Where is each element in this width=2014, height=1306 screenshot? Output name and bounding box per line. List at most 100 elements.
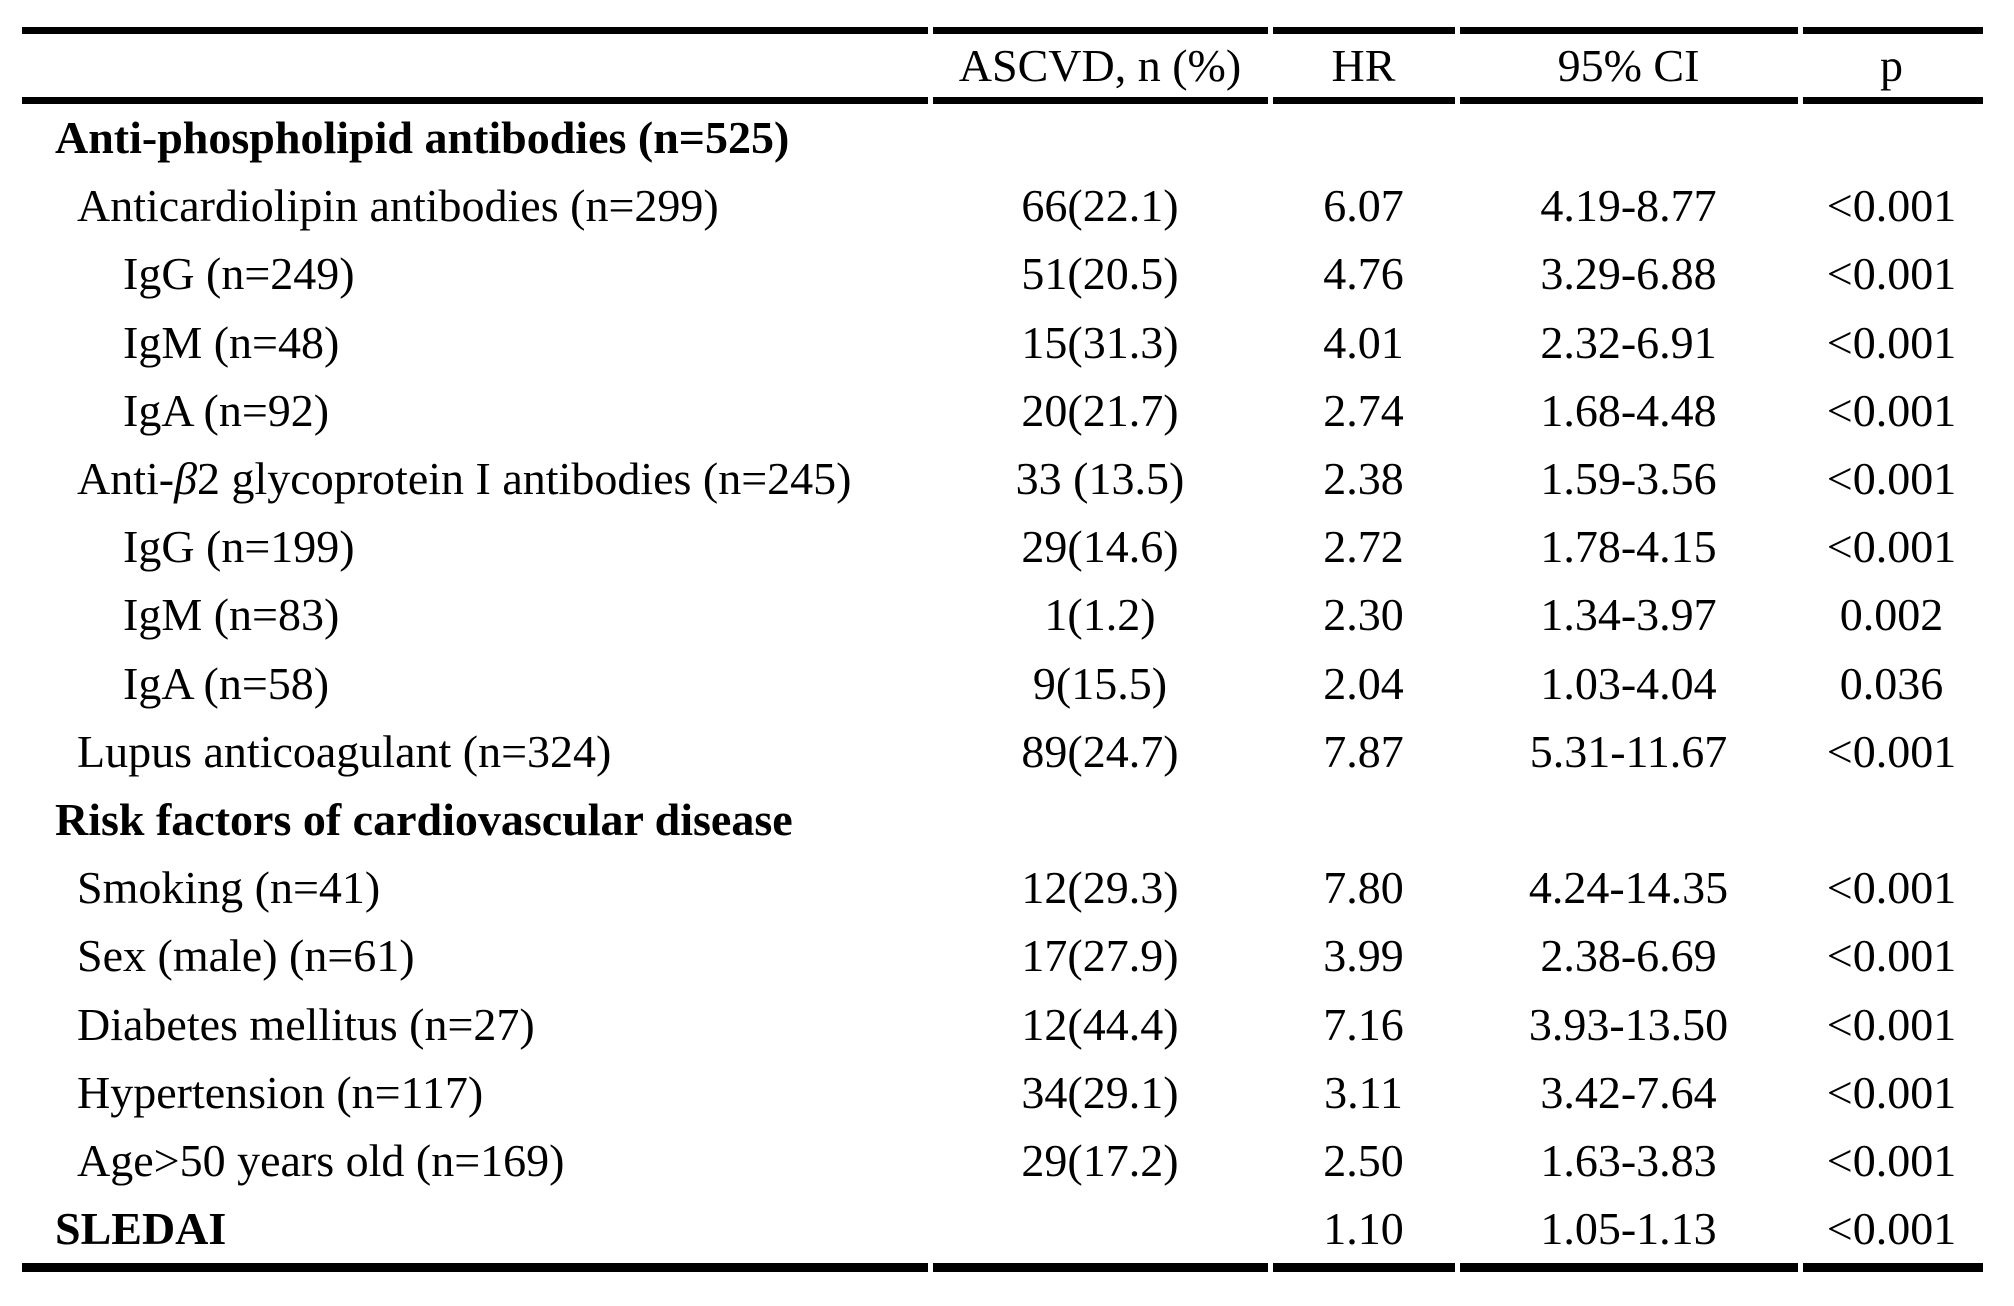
- ci-cell: 3.29-6.88: [1540, 248, 1717, 300]
- ci-cell: 2.32-6.91: [1540, 316, 1717, 368]
- table-rule-header-bottom: [22, 97, 1983, 104]
- ascvd-cell: 51(20.5): [1021, 248, 1179, 300]
- row-label-cell: Anti-phospholipid antibodies (n=525): [55, 112, 790, 164]
- ascvd-cell: 12(29.3): [1021, 862, 1179, 914]
- row-label-cell: IgG (n=249): [123, 248, 355, 300]
- hr-cell: 2.50: [1323, 1134, 1404, 1186]
- ci-cell: 4.24-14.35: [1528, 862, 1729, 914]
- row-label-cell: Lupus anticoagulant (n=324): [77, 725, 612, 777]
- p-value-cell: <0.001: [1826, 1066, 1957, 1118]
- beta-glyph: β: [174, 453, 198, 505]
- ci-cell: 4.19-8.77: [1540, 180, 1717, 232]
- table-row: IgA (n=92) 20(21.7) 2.74 1.68-4.48 <0.001: [22, 377, 1983, 445]
- table-row: IgM (n=83) 1(1.2) 2.30 1.34-3.97 0.002: [22, 581, 1983, 649]
- ci-cell: 1.63-3.83: [1540, 1134, 1717, 1186]
- table-row: Diabetes mellitus (n=27) 12(44.4) 7.16 3.93…: [22, 990, 1983, 1058]
- hr-cell: 4.76: [1323, 248, 1404, 300]
- table-row: Anti-β2 glycoprotein I antibodies (n=245…: [22, 445, 1983, 513]
- hr-cell: 6.07: [1323, 180, 1404, 232]
- row-label-cell: Risk factors of cardiovascular disease: [55, 793, 793, 845]
- p-value-cell: <0.001: [1826, 453, 1957, 505]
- ci-cell: 3.42-7.64: [1540, 1066, 1717, 1118]
- ci-cell: 1.03-4.04: [1540, 657, 1717, 709]
- ascvd-cell: 9(15.5): [1032, 657, 1168, 709]
- ci-cell: 1.78-4.15: [1540, 521, 1717, 573]
- row-label-cell: IgG (n=199): [123, 521, 355, 573]
- table-rule-top: [22, 27, 1983, 34]
- hr-cell: 2.72: [1323, 521, 1404, 573]
- table-row: SLEDAI 1.10 1.05-1.13 <0.001: [22, 1195, 1983, 1263]
- row-label-cell: IgA (n=92): [123, 384, 330, 436]
- ci-cell: 2.38-6.69: [1540, 930, 1717, 982]
- hr-cell: 7.87: [1323, 725, 1404, 777]
- table-row: Sex (male) (n=61) 17(27.9) 3.99 2.38-6.69 <0…: [22, 922, 1983, 990]
- ci-cell: 5.31-11.67: [1529, 725, 1728, 777]
- ascvd-cell: 89(24.7): [1021, 725, 1179, 777]
- ascvd-cell: 29(14.6): [1021, 521, 1179, 573]
- table-row: Anticardiolipin antibodies (n=299) 66(22.…: [22, 172, 1983, 240]
- p-value-cell: <0.001: [1826, 862, 1957, 914]
- ci-cell: 1.59-3.56: [1540, 453, 1717, 505]
- p-value-cell: <0.001: [1826, 316, 1957, 368]
- hr-cell: 4.01: [1323, 316, 1404, 368]
- table-row: Smoking (n=41) 12(29.3) 7.80 4.24-14.35 <0.0…: [22, 854, 1983, 922]
- hr-cell: 2.74: [1323, 384, 1404, 436]
- hr-cell: 2.30: [1323, 589, 1404, 641]
- p-value-cell: <0.001: [1826, 998, 1957, 1050]
- row-label-cell: Hypertension (n=117): [77, 1066, 484, 1118]
- table-row: IgA (n=58) 9(15.5) 2.04 1.03-4.04 0.036: [22, 650, 1983, 718]
- p-value-cell: 0.036: [1839, 657, 1944, 709]
- hr-cell: 3.11: [1324, 1066, 1403, 1118]
- table-rule-bottom: [22, 1263, 1983, 1273]
- row-label-cell: IgA (n=58): [123, 657, 330, 709]
- p-value-cell: <0.001: [1826, 248, 1957, 300]
- p-value-cell: <0.001: [1826, 521, 1957, 573]
- ascvd-cell: 29(17.2): [1021, 1134, 1179, 1186]
- row-label-cell: Diabetes mellitus (n=27): [77, 998, 535, 1050]
- p-value-cell: <0.001: [1826, 1134, 1957, 1186]
- table-row: Lupus anticoagulant (n=324) 89(24.7) 7.87 5…: [22, 718, 1983, 786]
- row-label-cell: SLEDAI: [55, 1203, 227, 1255]
- ascvd-cell: 15(31.3): [1021, 316, 1179, 368]
- hazard-ratio-table: ASCVD, n (%) HR 95% CI p Anti-phospholip…: [22, 27, 1983, 1273]
- header-ci-cell: 95% CI: [1557, 39, 1700, 91]
- hr-cell: 3.99: [1323, 930, 1404, 982]
- row-label-cell: Anti-β2 glycoprotein I antibodies (n=245…: [77, 453, 852, 505]
- table-header-row: ASCVD, n (%) HR 95% CI p: [22, 34, 1983, 97]
- table-row: Risk factors of cardiovascular disease: [22, 786, 1983, 854]
- hr-cell: 7.80: [1323, 862, 1404, 914]
- ci-cell: 1.68-4.48: [1540, 384, 1717, 436]
- hr-cell: 2.38: [1323, 453, 1404, 505]
- table-row: Age>50 years old (n=169) 29(17.2) 2.50 1.63…: [22, 1127, 1983, 1195]
- ascvd-cell: 1(1.2): [1044, 589, 1156, 641]
- row-label-cell: Sex (male) (n=61): [77, 930, 415, 982]
- hr-cell: 7.16: [1323, 998, 1404, 1050]
- p-value-cell: 0.002: [1839, 589, 1944, 641]
- table-row: IgG (n=249) 51(20.5) 4.76 3.29-6.88 <0.001: [22, 240, 1983, 308]
- ascvd-cell: 20(21.7): [1021, 384, 1179, 436]
- p-value-cell: <0.001: [1826, 930, 1957, 982]
- row-label-cell: IgM (n=83): [123, 589, 340, 641]
- hr-cell: 2.04: [1323, 657, 1404, 709]
- ascvd-cell: 17(27.9): [1021, 930, 1179, 982]
- ci-cell: 3.93-13.50: [1528, 998, 1729, 1050]
- table-body: Anti-phospholipid antibodies (n=525) Anti…: [22, 104, 1983, 1263]
- p-value-cell: <0.001: [1826, 384, 1957, 436]
- ascvd-cell: 33 (13.5): [1015, 453, 1185, 505]
- hr-cell: 1.10: [1323, 1203, 1404, 1255]
- table-row: Anti-phospholipid antibodies (n=525): [22, 104, 1983, 172]
- p-value-cell: <0.001: [1826, 180, 1957, 232]
- ascvd-cell: 34(29.1): [1021, 1066, 1179, 1118]
- header-ascvd-cell: ASCVD, n (%): [958, 39, 1242, 91]
- row-label-cell: Anticardiolipin antibodies (n=299): [77, 180, 719, 232]
- ascvd-cell: 12(44.4): [1021, 998, 1179, 1050]
- p-value-cell: <0.001: [1826, 1203, 1957, 1255]
- row-label-cell: Age>50 years old (n=169): [77, 1134, 565, 1186]
- ci-cell: 1.34-3.97: [1540, 589, 1717, 641]
- header-p-cell: p: [1880, 39, 1903, 91]
- row-label-cell: IgM (n=48): [123, 316, 340, 368]
- ascvd-cell: 66(22.1): [1021, 180, 1179, 232]
- table-row: IgM (n=48) 15(31.3) 4.01 2.32-6.91 <0.001: [22, 309, 1983, 377]
- row-label-cell: Smoking (n=41): [77, 862, 381, 914]
